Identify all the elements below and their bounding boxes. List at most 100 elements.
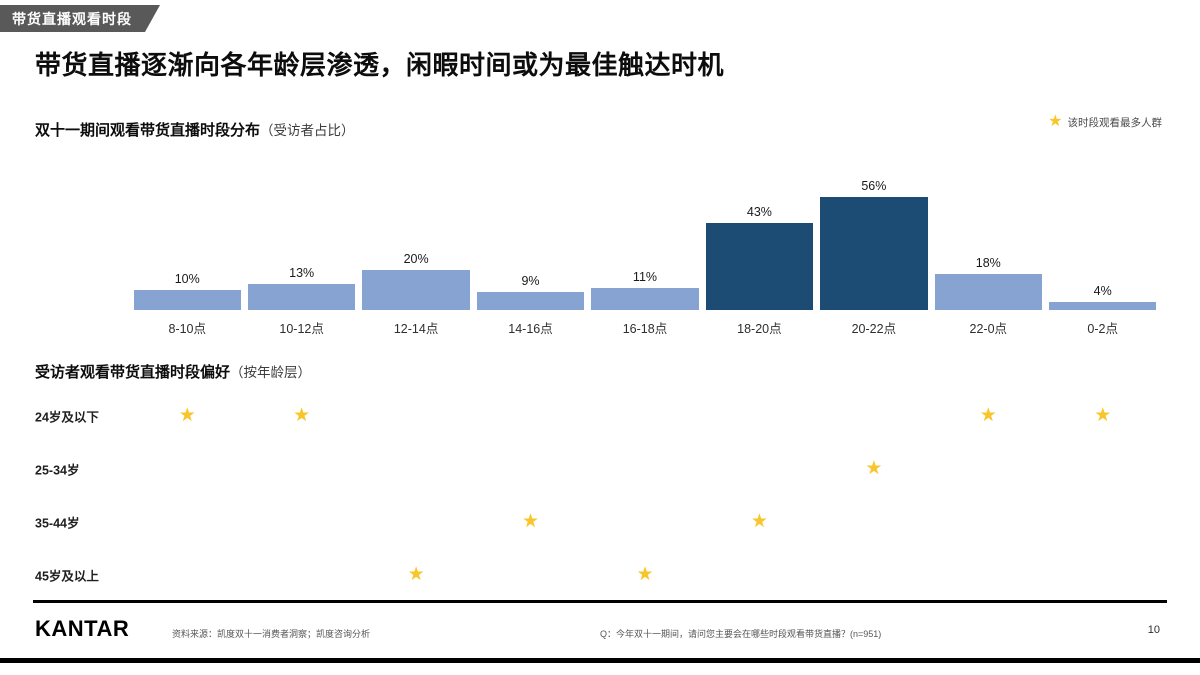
star-cell-12-14点 [359, 495, 473, 548]
page-title: 带货直播逐渐向各年龄层渗透，闲暇时间或为最佳触达时机 [35, 50, 725, 80]
star-cell-14-16点 [473, 442, 587, 495]
age-group-row: 24岁及以下 ★ ★ ★ ★ [0, 389, 1200, 442]
star-cell-20-22点 [817, 495, 931, 548]
bar-column: 10% [130, 272, 244, 310]
star-cell-0-2点 [1046, 548, 1160, 601]
star-grid: ★ [130, 442, 1160, 495]
bar-10-12点 [247, 283, 356, 310]
star-cell-20-22点 [817, 548, 931, 601]
age-group-label: 25-34岁 [35, 463, 80, 477]
star-cell-0-2点 [1046, 442, 1160, 495]
star-icon: ★ [407, 564, 425, 585]
star-cell-12-14点 [359, 389, 473, 442]
star-cell-10-12点 [244, 442, 358, 495]
star-cell-18-20点 [702, 442, 816, 495]
star-icon: ★ [522, 511, 540, 532]
star-cell-16-18点 [588, 442, 702, 495]
star-icon: ★ [293, 405, 311, 426]
star-cell-20-22点 [817, 389, 931, 442]
star-cell-8-10点 [130, 442, 244, 495]
survey-question-note: Q：今年双十一期间，请问您主要会在哪些时段观看带货直播？(n=951) [600, 629, 882, 639]
age-group-label: 45岁及以上 [35, 569, 99, 583]
star-cell-18-20点 [702, 548, 816, 601]
bar-value-label: 11% [632, 269, 658, 284]
bar-22-0点 [934, 273, 1042, 310]
bar-chart: 10% 13% 20% 9% 11% 43% 56% 18% 4% 8-10点 10-12点 12-… [130, 158, 1160, 337]
star-cell-10-12点 [244, 495, 358, 548]
bar-18-20点 [705, 223, 814, 310]
age-group-row: 25-34岁 ★ [0, 442, 1200, 495]
bar-column: 18% [931, 256, 1045, 310]
star-cell-16-18点 [588, 495, 702, 548]
chart-title: 双十一期间观看带货直播时段分布（受访者占比） [35, 119, 355, 140]
star-cell-8-10点 [130, 495, 244, 548]
bar-value-label: 43% [746, 205, 772, 220]
star-cell-16-18点: ★ [588, 548, 702, 601]
star-cell-22-0点: ★ [931, 389, 1045, 442]
footer-divider [33, 600, 1167, 603]
bar-value-label: 9% [521, 273, 540, 288]
preference-matrix: 24岁及以下 ★ ★ ★ ★ 25-34岁 ★ 35-44岁 ★ ★ 45岁及以上 ★ ★ [0, 389, 1200, 601]
bar-value-label: 56% [861, 178, 887, 193]
x-axis-tick-label: 8-10点 [168, 322, 206, 336]
star-cell-18-20点: ★ [702, 495, 816, 548]
slide-bottom-bar [0, 658, 1200, 663]
slide-section-tag: 带货直播观看时段 [0, 5, 160, 32]
star-cell-14-16点: ★ [473, 495, 587, 548]
x-axis-tick-label: 20-22点 [851, 322, 897, 336]
star-icon: ★ [1094, 405, 1112, 426]
star-grid: ★ ★ [130, 548, 1160, 601]
age-group-label: 24岁及以下 [35, 410, 99, 424]
age-group-row: 45岁及以上 ★ ★ [0, 548, 1200, 601]
bar-16-18点 [591, 287, 699, 310]
star-cell-16-18点 [588, 389, 702, 442]
star-cell-22-0点 [931, 495, 1045, 548]
star-cell-14-16点 [473, 389, 587, 442]
chart-title-main: 双十一期间观看带货直播时段分布 [35, 122, 261, 139]
page-number: 10 [1147, 624, 1160, 636]
star-cell-8-10点: ★ [130, 389, 244, 442]
bar-value-label: 10% [174, 271, 200, 286]
bar-column: 11% [588, 270, 702, 310]
star-cell-8-10点 [130, 548, 244, 601]
star-cell-22-0点 [931, 442, 1045, 495]
bar-column: 9% [473, 274, 587, 310]
star-grid: ★ ★ ★ ★ [130, 389, 1160, 442]
x-axis-tick-label: 16-18点 [622, 322, 668, 336]
bar-column: 43% [702, 205, 816, 310]
star-cell-18-20点 [702, 389, 816, 442]
x-axis-tick-label: 10-12点 [279, 322, 324, 336]
bar-14-16点 [476, 291, 585, 310]
star-cell-0-2点 [1046, 495, 1160, 548]
preference-title-main: 受访者观看带货直播时段偏好 [35, 364, 231, 381]
bar-column: 4% [1046, 284, 1160, 310]
star-cell-10-12点 [244, 548, 358, 601]
preference-title-note: （按年龄层） [230, 365, 312, 380]
bar-value-label: 20% [403, 251, 429, 266]
star-icon: ★ [178, 405, 196, 426]
star-grid: ★ ★ [130, 495, 1160, 548]
x-axis-tick-label: 14-16点 [508, 322, 553, 336]
star-cell-12-14点 [359, 442, 473, 495]
bar-chart-x-axis: 8-10点 10-12点 12-14点 14-16点 16-18点 18-20点 20-22… [130, 318, 1160, 337]
bar-value-label: 13% [289, 265, 315, 280]
x-axis-tick-label: 18-20点 [737, 322, 782, 336]
bar-column: 13% [244, 266, 358, 310]
star-cell-14-16点 [473, 548, 587, 601]
x-axis-tick-label: 12-14点 [393, 322, 439, 336]
bar-0-2点 [1049, 301, 1157, 310]
bar-column: 20% [359, 252, 473, 310]
chart-title-note: （受访者占比） [260, 123, 355, 138]
bar-chart-plot-area: 10% 13% 20% 9% 11% 43% 56% 18% 4% [130, 158, 1160, 310]
x-axis-tick-label: 22-0点 [969, 322, 1008, 336]
star-icon: ★ [979, 405, 997, 426]
bar-value-label: 18% [975, 255, 1001, 270]
star-cell-0-2点: ★ [1046, 389, 1160, 442]
star-icon: ★ [865, 458, 883, 479]
x-axis-tick-label: 0-2点 [1087, 322, 1118, 336]
bar-12-14点 [362, 269, 470, 310]
slide-section-tag-label: 带货直播观看时段 [12, 10, 132, 27]
bar-column: 56% [817, 179, 931, 310]
bar-8-10点 [133, 289, 241, 310]
star-icon: ★ [1048, 113, 1063, 130]
